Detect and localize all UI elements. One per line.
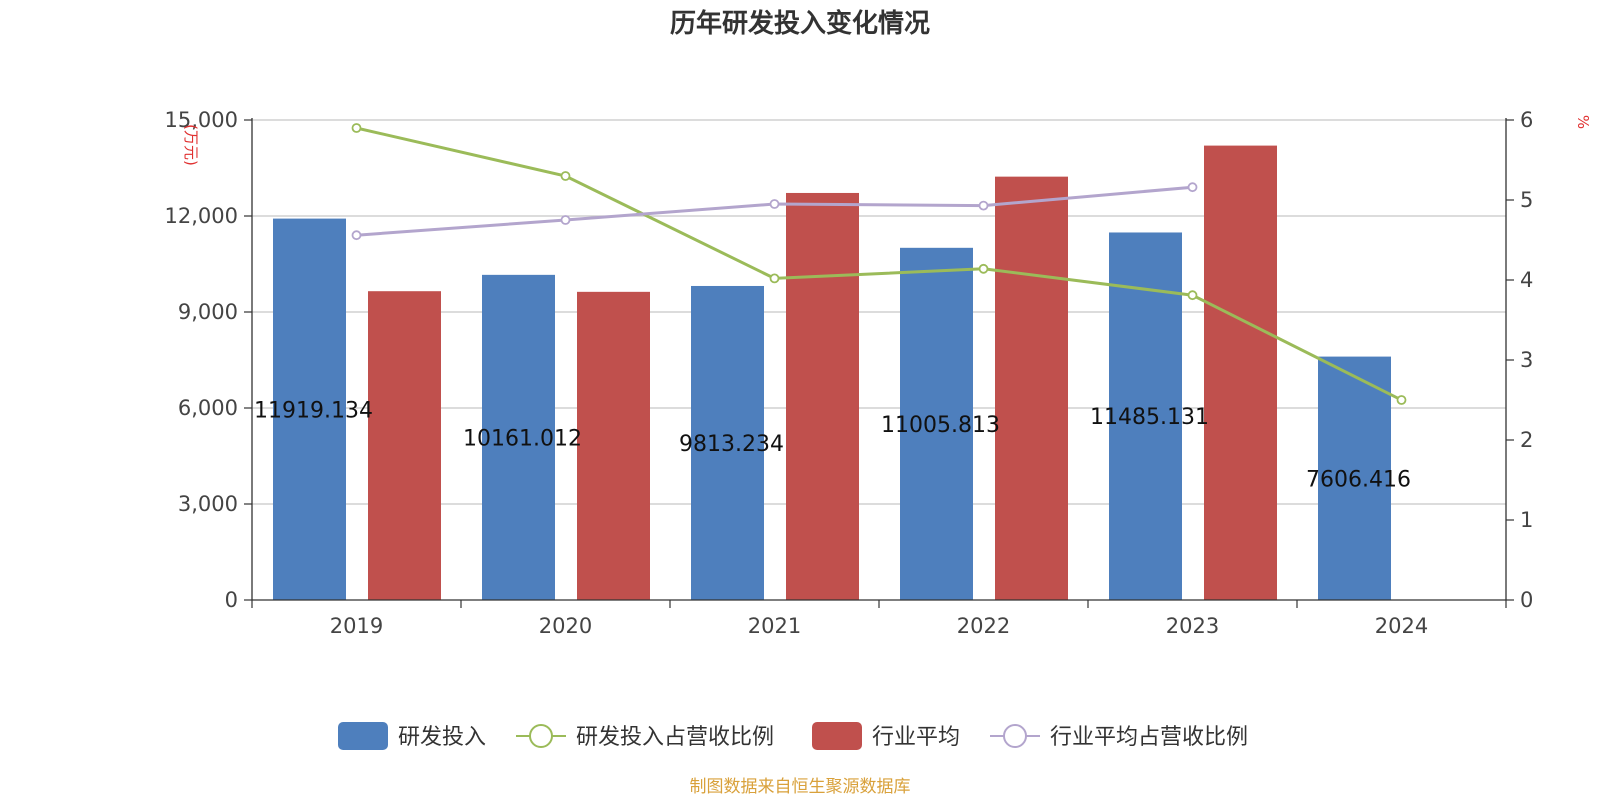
left-tick-label: 9,000 (178, 300, 238, 324)
data-label: 11005.813 (881, 413, 1000, 438)
bar (691, 285, 764, 600)
left-axis-unit: (万元) (182, 124, 200, 166)
right-tick-label: 4 (1520, 268, 1533, 292)
left-tick-label: 0 (225, 588, 238, 612)
data-label: 7606.416 (1306, 467, 1411, 492)
data-labels: 11919.134 10161.012 9813.234 11005.813 11485… (254, 398, 1411, 492)
right-tick-label: 6 (1520, 108, 1533, 132)
x-tick-label: 2024 (1375, 614, 1428, 638)
bar (786, 192, 859, 600)
data-label: 9813.234 (679, 432, 784, 457)
left-tick-label: 6,000 (178, 396, 238, 420)
legend-label: 研发投入 (398, 725, 486, 750)
line-point (769, 199, 780, 209)
bar (273, 218, 346, 600)
right-axis-unit: % (1574, 115, 1592, 129)
line-point (1396, 395, 1407, 405)
x-tick-label: 2021 (748, 614, 801, 638)
legend-label: 研发投入占营收比例 (576, 725, 774, 750)
right-tick-label: 0 (1520, 588, 1533, 612)
legend-marker (1003, 724, 1027, 748)
x-tick-label: 2020 (539, 614, 592, 638)
bar (482, 274, 555, 600)
chart-title: 历年研发投入变化情况 (670, 8, 930, 39)
grid-lines (252, 119, 1506, 505)
line-point (978, 200, 989, 211)
line-point (769, 273, 780, 284)
line-point (1187, 290, 1198, 301)
legend-swatch (812, 722, 862, 750)
line-point (351, 230, 362, 241)
bars (273, 145, 1391, 601)
axes: 0 3,000 6,000 9,000 12,000 15,000 0 1 2 3 4 5 6 2019 2… (165, 108, 1534, 638)
right-tick-label: 5 (1520, 188, 1533, 212)
bar (1318, 356, 1391, 600)
line-point (560, 215, 571, 225)
left-tick-label: 3,000 (178, 492, 238, 516)
bar (1204, 145, 1277, 600)
left-tick-label: 15,000 (165, 108, 238, 132)
x-tick-label: 2023 (1166, 614, 1219, 638)
line-point (560, 171, 571, 181)
legend-label: 行业平均 (872, 725, 960, 750)
legend-marker (529, 724, 553, 748)
data-label: 11485.131 (1090, 405, 1209, 430)
bar (995, 176, 1068, 600)
series-line (356, 126, 1403, 402)
legend-label: 行业平均占营收比例 (1050, 725, 1248, 750)
x-tick-label: 2019 (330, 614, 383, 638)
bar (900, 247, 973, 601)
right-tick-label: 1 (1520, 508, 1533, 532)
x-tick-label: 2022 (957, 614, 1010, 638)
bar (368, 291, 441, 600)
right-tick-label: 2 (1520, 428, 1533, 452)
line-point (1187, 182, 1198, 193)
data-label: 10161.012 (463, 426, 582, 451)
line-point (978, 263, 989, 274)
lines (351, 123, 1407, 405)
line-point (351, 123, 362, 133)
right-tick-label: 3 (1520, 348, 1533, 372)
legend-swatch (338, 722, 388, 750)
bar (577, 291, 650, 600)
left-tick-label: 12,000 (165, 204, 238, 228)
legend: 研发投入 研发投入占营收比例 行业平均 行业平均占营收比例 (338, 722, 1248, 750)
source-note: 制图数据来自恒生聚源数据库 (690, 777, 911, 797)
data-label: 11919.134 (254, 398, 373, 423)
